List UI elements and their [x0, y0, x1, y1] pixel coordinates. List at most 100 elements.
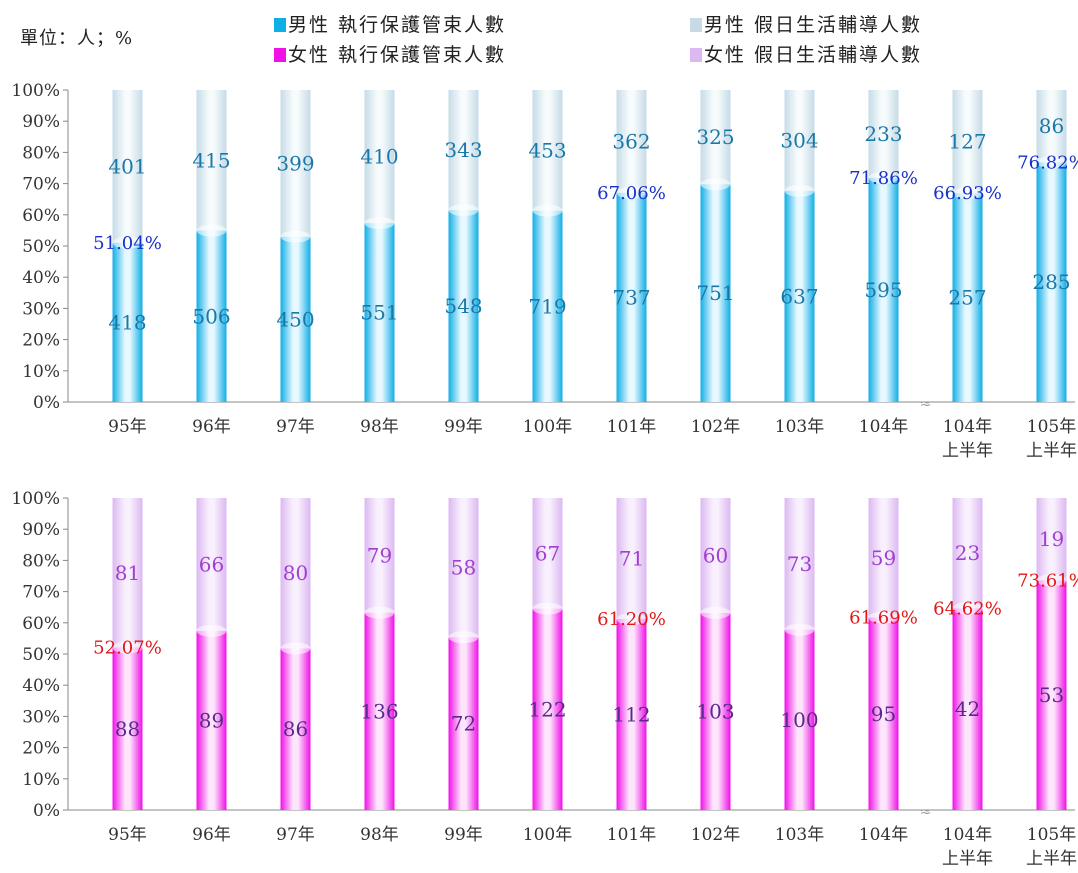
y-tick-label: 70%	[22, 583, 60, 603]
bar-segment-male-exec	[280, 236, 311, 402]
bar-segment-male-exec	[364, 223, 395, 402]
legend-swatch-male-exec	[274, 18, 286, 32]
x-tick-label: 上半年	[942, 441, 993, 461]
data-label-female-exec: 89	[199, 708, 224, 732]
data-label-female-exec: 100	[780, 708, 818, 732]
bar-split-highlight	[700, 178, 731, 191]
share-label-female: 73.61%	[1017, 570, 1078, 591]
data-label-female-holiday: 59	[871, 546, 896, 570]
x-tick-label: 98年	[360, 417, 399, 437]
data-label-male-exec: 595	[864, 278, 902, 302]
y-tick-label: 100%	[11, 81, 60, 101]
bar-split-highlight	[112, 641, 143, 654]
bar-segment-male-exec	[112, 242, 143, 402]
y-tick-label: 20%	[22, 739, 60, 759]
bar-segment-female-exec	[448, 637, 479, 810]
y-tick-label: 60%	[22, 206, 60, 226]
x-tick-label: 98年	[360, 825, 399, 845]
bar-split-highlight	[784, 184, 815, 197]
data-label-female-holiday: 23	[955, 541, 980, 565]
y-tick-label: 0%	[33, 801, 60, 821]
data-label-male-exec: 285	[1032, 270, 1070, 294]
y-tick-label: 40%	[22, 676, 60, 696]
unit-label: 單位：人；%	[20, 28, 134, 49]
data-label-male-holiday: 453	[528, 138, 566, 162]
bar-segment-female-holiday	[364, 498, 395, 613]
y-tick-label: 50%	[22, 645, 60, 665]
bar-split-highlight	[952, 602, 983, 615]
bar-segment-female-exec	[952, 608, 983, 810]
data-label-male-exec: 450	[276, 307, 314, 331]
data-label-male-holiday: 325	[696, 125, 734, 149]
data-label-female-exec: 88	[115, 717, 140, 741]
x-tick-label: 105年	[1027, 825, 1076, 845]
legend-swatch-female-holiday	[690, 48, 702, 62]
bar-segment-female-holiday	[868, 498, 899, 618]
share-label-male: 51.04%	[93, 233, 162, 254]
data-label-female-holiday: 81	[115, 561, 140, 585]
bar-segment-male-holiday	[280, 90, 311, 237]
legend-male-holiday: 男性 假日生活輔導人數	[690, 10, 922, 37]
data-label-male-exec: 506	[192, 304, 230, 328]
bar-segment-female-exec	[784, 629, 815, 810]
x-tick-label: 101年	[607, 417, 656, 437]
bar-segment-male-holiday	[196, 90, 227, 231]
data-label-female-holiday: 66	[199, 552, 224, 576]
bar-segment-female-exec	[280, 648, 311, 810]
bar-split-highlight	[868, 611, 899, 624]
data-label-female-holiday: 67	[535, 541, 560, 565]
data-label-female-holiday: 58	[451, 556, 476, 580]
share-label-male: 66.93%	[933, 183, 1002, 204]
bar-split-highlight	[448, 631, 479, 644]
bar-split-highlight	[868, 171, 899, 184]
bar-segment-male-holiday	[532, 90, 563, 211]
bar-segment-female-exec	[364, 612, 395, 810]
data-label-male-exec: 737	[612, 285, 650, 309]
data-label-male-exec: 548	[444, 294, 482, 318]
bar-segment-female-holiday	[700, 498, 731, 613]
share-label-male: 76.82%	[1017, 152, 1078, 173]
data-label-male-exec: 418	[108, 310, 146, 334]
bar-segment-male-exec	[784, 190, 815, 402]
bar-segment-female-holiday	[448, 498, 479, 638]
y-tick-label: 90%	[22, 112, 60, 132]
axis-break-mark: ≈	[920, 804, 932, 820]
data-label-male-holiday: 127	[948, 130, 986, 154]
data-label-female-exec: 136	[360, 699, 398, 723]
x-tick-label: 上半年	[942, 849, 993, 869]
data-label-male-holiday: 86	[1039, 114, 1064, 138]
x-tick-label: 104年	[943, 825, 992, 845]
bar-split-highlight	[616, 613, 647, 626]
bar-split-highlight	[448, 204, 479, 217]
data-label-female-exec: 53	[1039, 683, 1064, 707]
data-label-female-holiday: 71	[619, 547, 644, 571]
x-tick-label: 97年	[276, 825, 315, 845]
bar-segment-male-exec	[616, 192, 647, 402]
data-label-male-exec: 719	[528, 294, 566, 318]
x-tick-label: 95年	[108, 825, 147, 845]
bar-segment-female-exec	[700, 612, 731, 810]
bar-split-highlight	[196, 224, 227, 237]
data-label-male-holiday: 343	[444, 138, 482, 162]
bar-segment-female-holiday	[616, 498, 647, 620]
share-label-female: 61.20%	[597, 609, 666, 630]
data-label-female-holiday: 80	[283, 561, 308, 585]
y-tick-label: 90%	[22, 520, 60, 540]
female-chart: 0% 10% 20% 30% 40% 50% 60% 70% 80% 90% 100% ≈81 88 95…	[11, 489, 1078, 869]
bar-segment-male-holiday	[112, 90, 143, 243]
bar-segment-female-holiday	[112, 498, 143, 648]
x-tick-label: 104年	[859, 825, 908, 845]
bar-split-highlight	[532, 602, 563, 615]
bar-segment-male-holiday	[952, 90, 983, 194]
bar-segment-female-holiday	[1036, 498, 1067, 581]
share-label-female: 52.07%	[93, 638, 162, 659]
bar-split-highlight	[532, 204, 563, 217]
bar-split-highlight	[196, 624, 227, 637]
bar-segment-female-exec	[532, 608, 563, 810]
data-label-male-holiday: 362	[612, 129, 650, 153]
x-tick-label: 99年	[444, 417, 483, 437]
data-label-female-exec: 112	[612, 703, 650, 727]
bar-segment-male-holiday	[616, 90, 647, 193]
bar-segment-male-exec	[700, 184, 731, 402]
legend-swatch-male-holiday	[690, 18, 702, 32]
